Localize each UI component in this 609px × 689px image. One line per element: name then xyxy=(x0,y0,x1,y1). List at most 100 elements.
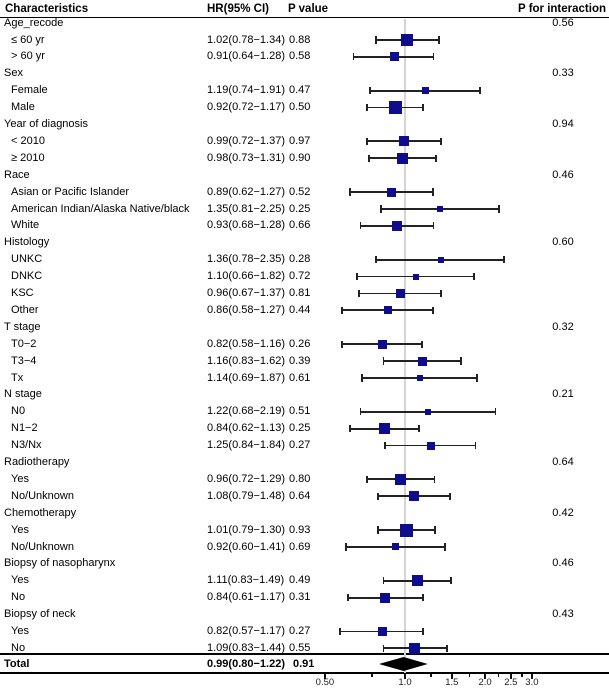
row-p-interaction: 0.33 xyxy=(552,67,574,80)
total-label: Total xyxy=(4,658,30,670)
ci-cap-right xyxy=(476,374,479,382)
row-label: Year of diagnosis xyxy=(4,118,88,130)
ci-cap-left xyxy=(382,357,385,365)
row-p-value: 0.72 xyxy=(289,270,311,283)
x-axis-minor-tick xyxy=(370,674,373,677)
forest-group-row: Sex 0.33 xyxy=(0,65,609,82)
hr-marker xyxy=(436,205,443,212)
row-label: KSC xyxy=(11,287,34,299)
row-hr-ci: 0.84(0.61−1.17) xyxy=(207,591,285,604)
ci-cap-left xyxy=(375,256,378,264)
forest-item-row: N0 1.22(0.68−2.19) 0.51 xyxy=(0,403,609,420)
row-label: Asian or Pacific Islander xyxy=(11,185,129,198)
forest-item-row: Yes 0.82(0.57−1.17) 0.27 xyxy=(0,623,609,640)
hr-marker xyxy=(398,136,409,147)
hr-marker xyxy=(377,339,387,349)
row-label: Yes xyxy=(11,523,29,536)
ci-cap-left xyxy=(341,306,343,314)
row-label: < 2010 xyxy=(11,134,45,147)
ci-cap-right xyxy=(433,475,436,483)
row-label: No xyxy=(11,641,26,654)
forest-item-row: Yes 1.11(0.83−1.49) 0.49 xyxy=(0,572,609,589)
row-label: UNKC xyxy=(11,253,43,266)
row-hr-ci: 1.10(0.66−1.82) xyxy=(207,270,285,283)
forest-group-row: Chemotherapy 0.42 xyxy=(0,505,609,522)
row-p-interaction: 0.94 xyxy=(552,118,574,130)
ci-cap-left xyxy=(367,154,370,162)
forest-group-row: Radiotherapy 0.64 xyxy=(0,454,609,471)
x-axis-minor-tick xyxy=(497,674,500,677)
row-p-interaction: 0.43 xyxy=(552,608,574,621)
x-axis-minor-tick xyxy=(468,674,471,677)
forest-item-row: No/Unknown 0.92(0.60−1.41) 0.69 xyxy=(0,539,609,556)
ci-cap-left xyxy=(339,627,341,636)
ci-cap-right xyxy=(440,289,443,298)
header-hr-ci: HR(95% CI) xyxy=(207,3,269,15)
row-hr-ci: 1.08(0.79−1.48) xyxy=(207,489,285,502)
row-label: No/Unknown xyxy=(11,540,74,553)
ci-cap-right xyxy=(449,492,452,500)
ci-cap-left xyxy=(356,272,358,281)
forest-item-row: No 1.09(0.83−1.44) 0.55 xyxy=(0,640,609,657)
row-label: Yes xyxy=(11,472,29,485)
row-hr-ci: 0.84(0.62−1.13) xyxy=(207,422,285,435)
row-hr-ci: 0.86(0.58−1.27) xyxy=(207,303,285,316)
row-label: T3−4 xyxy=(11,354,37,367)
ci-cap-left xyxy=(359,222,362,230)
row-hr-ci: 0.82(0.57−1.17) xyxy=(207,625,285,637)
ci-cap-left xyxy=(352,53,355,61)
ci-cap-left xyxy=(383,441,386,450)
row-hr-ci: 0.92(0.72−1.17) xyxy=(207,101,285,114)
row-label: Other xyxy=(11,303,39,316)
ci-cap-right xyxy=(421,340,424,348)
ci-cap-left xyxy=(359,408,362,416)
x-axis-minor-tick xyxy=(521,674,523,677)
row-label: > 60 yr xyxy=(11,50,45,63)
ci-cap-left xyxy=(345,543,347,551)
row-label: N0 xyxy=(11,405,26,418)
x-axis-major-tick xyxy=(451,674,453,679)
row-p-value: 0.66 xyxy=(289,219,311,232)
ci-cap-right xyxy=(497,205,500,213)
forest-group-row: Histology 0.60 xyxy=(0,234,609,251)
forest-item-row: KSC 0.96(0.67−1.37) 0.81 xyxy=(0,285,609,302)
ci-cap-right xyxy=(434,526,437,534)
row-label: Tx xyxy=(11,371,24,384)
ci-cap-right xyxy=(443,543,446,551)
hr-marker xyxy=(395,288,405,298)
ci-cap-right xyxy=(431,306,434,314)
row-hr-ci: 0.98(0.73−1.31) xyxy=(207,151,285,164)
row-p-interaction: 0.46 xyxy=(552,168,574,181)
hr-marker xyxy=(379,423,391,435)
row-p-value: 0.61 xyxy=(289,371,311,384)
row-hr-ci: 0.96(0.72−1.29) xyxy=(207,472,285,485)
ci-cap-left xyxy=(376,492,379,500)
x-axis-major-tick xyxy=(510,674,512,679)
hr-marker xyxy=(391,543,399,551)
forest-item-row: T0−2 0.82(0.58−1.16) 0.26 xyxy=(0,336,609,353)
ci-cap-right xyxy=(450,577,452,585)
row-label: Radiotherapy xyxy=(4,456,70,468)
ci-cap-left xyxy=(348,188,351,196)
forest-item-row: No 0.84(0.61−1.17) 0.31 xyxy=(0,589,609,606)
row-p-value: 0.55 xyxy=(289,641,311,654)
row-label: N1−2 xyxy=(11,422,38,435)
row-label: Histology xyxy=(4,236,50,249)
row-label: American Indian/Alaska Native/black xyxy=(11,202,190,215)
ci-cap-left xyxy=(361,374,364,382)
ci-cap-right xyxy=(459,357,462,365)
row-p-value: 0.69 xyxy=(289,540,311,553)
row-p-value: 0.27 xyxy=(289,439,311,452)
forest-group-row: N stage 0.21 xyxy=(0,386,609,403)
forest-item-row: > 60 yr 0.91(0.64−1.28) 0.58 xyxy=(0,48,609,65)
hr-marker xyxy=(401,33,414,46)
x-axis-major-tick xyxy=(531,674,533,679)
row-hr-ci: 1.14(0.69−1.87) xyxy=(207,371,285,384)
ci-cap-left xyxy=(346,594,349,602)
row-hr-ci: 0.82(0.58−1.16) xyxy=(207,337,285,350)
row-hr-ci: 1.09(0.83−1.44) xyxy=(207,641,285,654)
ci-cap-left xyxy=(382,644,385,652)
ci-cap-right xyxy=(440,137,443,145)
row-label: T0−2 xyxy=(11,337,37,350)
forest-group-row: T stage 0.32 xyxy=(0,319,609,336)
